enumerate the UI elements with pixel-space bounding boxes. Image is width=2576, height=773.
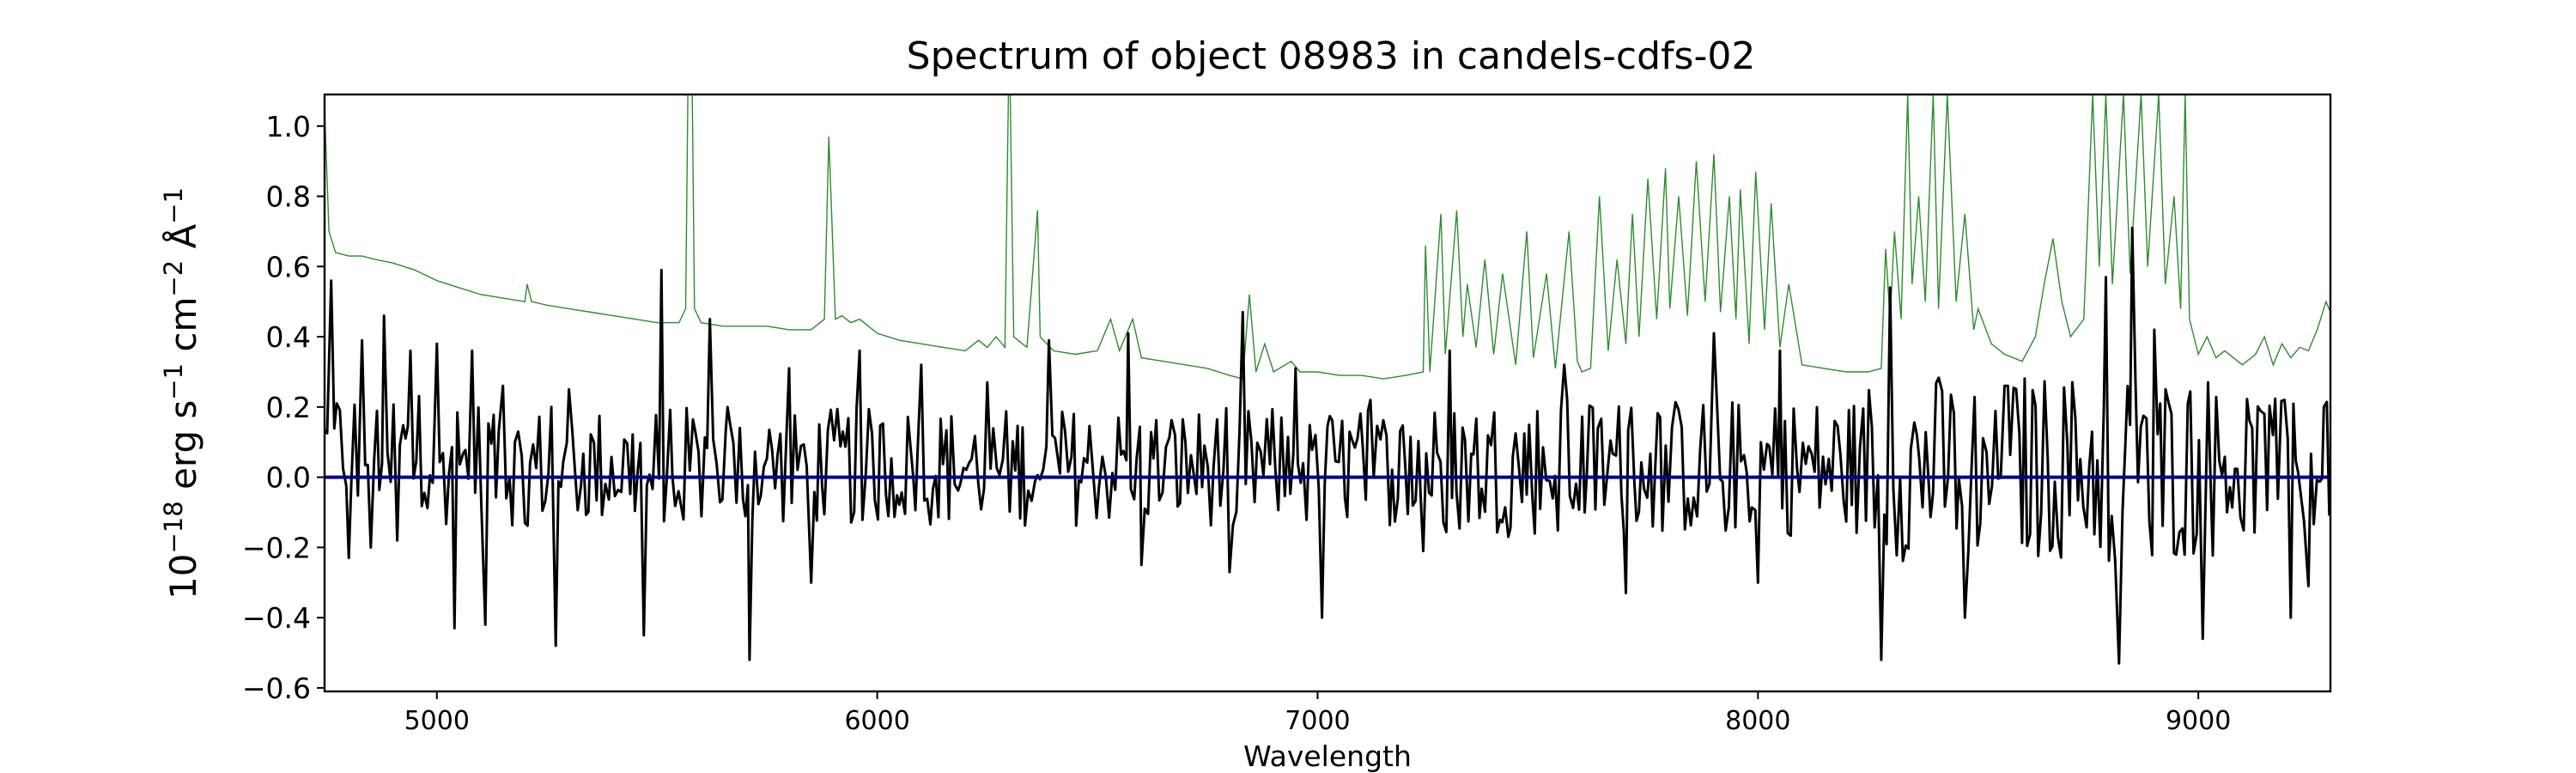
flux-spectrum-line <box>325 226 2330 665</box>
y-axis: 1.0 0.8 0.6 0.4 0.2 0.0 −0.2 −0.4 −0.6 <box>242 110 325 705</box>
y-label-base: 10 <box>162 554 204 600</box>
y-tick-label: −0.4 <box>242 601 311 635</box>
plot-frame <box>323 93 2332 693</box>
y-tick-label: 0.8 <box>266 180 311 214</box>
x-tick-label: 5000 <box>404 706 470 736</box>
y-tick-label: 0.4 <box>266 320 311 354</box>
x-tick-label: 7000 <box>1285 706 1350 736</box>
x-tick-label: 6000 <box>844 706 909 736</box>
y-tick-label: −0.6 <box>242 672 311 705</box>
y-label-exp-2: −1 <box>159 363 188 400</box>
y-label-exp-3: −2 <box>159 260 188 297</box>
y-label-angstrom: Å <box>161 224 204 260</box>
x-axis: 5000 6000 7000 8000 9000 <box>404 691 2231 736</box>
y-tick-label: 0.2 <box>266 391 311 424</box>
plot-area <box>325 94 2330 665</box>
y-axis-label: 10−18 erg s−1 cm−2 Å−1 <box>159 187 204 600</box>
y-label-exp-4: −1 <box>159 187 188 224</box>
y-tick-label: 1.0 <box>266 110 311 143</box>
x-tick-label: 9000 <box>2166 706 2231 736</box>
x-axis-label: Wavelength <box>1243 740 1412 773</box>
y-tick-label: −0.2 <box>242 531 311 564</box>
y-label-erg-s: erg s <box>162 400 204 502</box>
x-tick-label: 8000 <box>1725 706 1790 736</box>
y-tick-label: 0.6 <box>266 250 311 283</box>
error-spectrum-line <box>325 94 2330 380</box>
y-label-exp-1: −18 <box>159 501 188 553</box>
y-tick-label: 0.0 <box>266 461 311 495</box>
chart-title: Spectrum of object 08983 in candels-cdfs… <box>907 34 1756 78</box>
y-label-cm: cm <box>162 297 204 363</box>
